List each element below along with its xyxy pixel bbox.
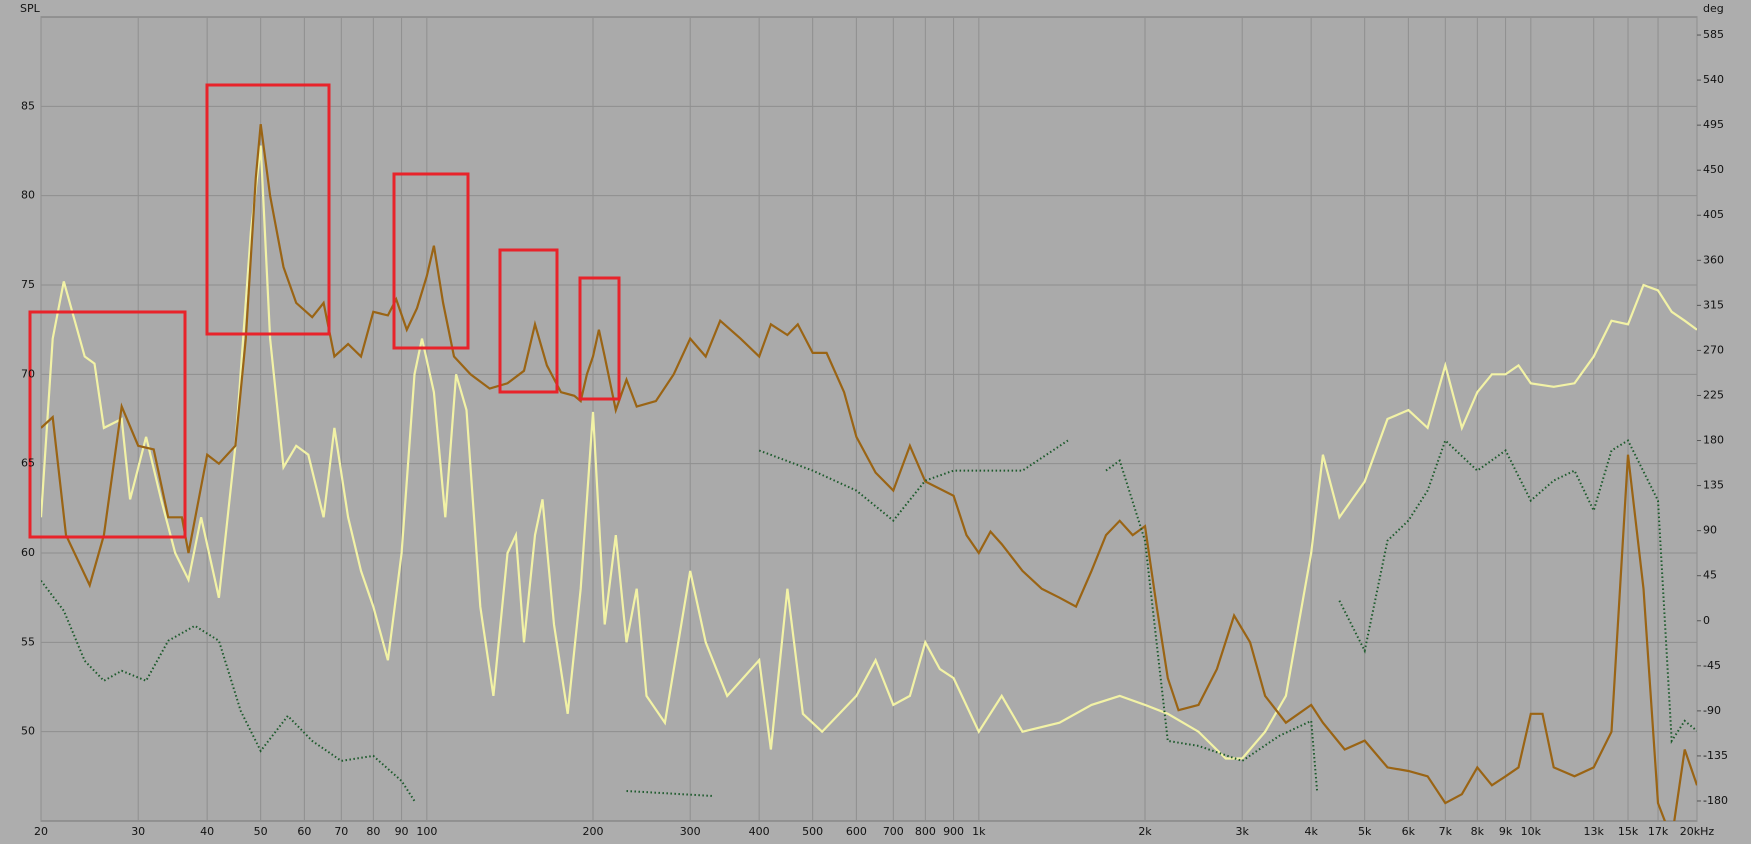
y2-tick-label: 90 xyxy=(1703,524,1717,537)
y2-tick-label: 360 xyxy=(1703,253,1724,266)
y-tick-label: 75 xyxy=(21,278,35,291)
x-tick-label: 800 xyxy=(915,825,936,838)
x-tick-label: 90 xyxy=(395,825,409,838)
y-tick-label: 65 xyxy=(21,457,35,470)
x-tick-label: 20 xyxy=(34,825,48,838)
y2-tick-label: 225 xyxy=(1703,388,1724,401)
y-tick-label: 55 xyxy=(21,635,35,648)
y2-tick-label: 135 xyxy=(1703,479,1724,492)
x-tick-label: 2k xyxy=(1138,825,1152,838)
x-tick-label: 15k xyxy=(1618,825,1639,838)
y-tick-label: 50 xyxy=(21,725,35,738)
x-tick-label: 30 xyxy=(131,825,145,838)
x-tick-label: 80 xyxy=(366,825,380,838)
x-tick-label: 20kHz xyxy=(1680,825,1715,838)
x-tick-label: 400 xyxy=(749,825,770,838)
x-tick-label: 40 xyxy=(200,825,214,838)
y2-tick-label: 45 xyxy=(1703,569,1717,582)
highlight-box xyxy=(205,83,331,336)
y2-axis-label: deg xyxy=(1703,2,1724,15)
x-tick-label: 100 xyxy=(416,825,437,838)
x-tick-label: 7k xyxy=(1439,825,1453,838)
y2-tick-label: 0 xyxy=(1703,614,1710,627)
x-tick-label: 700 xyxy=(883,825,904,838)
y2-tick-label: 270 xyxy=(1703,343,1724,356)
x-tick-label: 300 xyxy=(680,825,701,838)
y-tick-label: 85 xyxy=(21,99,35,112)
y-tick-label: 70 xyxy=(21,367,35,380)
y2-tick-label: 450 xyxy=(1703,163,1724,176)
x-tick-label: 4k xyxy=(1304,825,1318,838)
y-axis-label: SPL xyxy=(20,2,41,15)
y2-tick-label: -135 xyxy=(1703,749,1728,762)
y2-tick-label: 540 xyxy=(1703,73,1724,86)
highlight-box xyxy=(392,172,470,350)
x-tick-label: 9k xyxy=(1499,825,1513,838)
x-tick-label: 17k xyxy=(1648,825,1669,838)
x-tick-label: 8k xyxy=(1471,825,1485,838)
plot-area xyxy=(40,16,1698,822)
grid xyxy=(40,17,1698,821)
curve xyxy=(41,145,1697,760)
highlight-box xyxy=(578,276,621,401)
y-tick-label: 60 xyxy=(21,546,35,559)
y2-tick-label: -45 xyxy=(1703,659,1721,672)
highlight-box xyxy=(498,248,559,394)
x-tick-label: 70 xyxy=(334,825,348,838)
x-tick-label: 200 xyxy=(583,825,604,838)
x-tick-label: 900 xyxy=(943,825,964,838)
y2-tick-label: -90 xyxy=(1703,704,1721,717)
y-tick-label: 80 xyxy=(21,189,35,202)
y2-tick-label: 315 xyxy=(1703,298,1724,311)
curves xyxy=(41,124,1697,821)
x-tick-label: 3k xyxy=(1236,825,1250,838)
x-tick-label: 6k xyxy=(1402,825,1416,838)
y2-tick-label: 180 xyxy=(1703,434,1724,447)
x-tick-label: 13k xyxy=(1584,825,1605,838)
x-tick-label: 1k xyxy=(972,825,986,838)
x-tick-label: 60 xyxy=(297,825,311,838)
y2-tick-label: 585 xyxy=(1703,28,1724,41)
y2-tick-label: -180 xyxy=(1703,794,1728,807)
x-tick-label: 10k xyxy=(1521,825,1542,838)
y2-tick-label: 405 xyxy=(1703,208,1724,221)
y2-tick-label: 495 xyxy=(1703,118,1724,131)
x-tick-label: 50 xyxy=(254,825,268,838)
x-tick-label: 500 xyxy=(802,825,823,838)
x-tick-label: 5k xyxy=(1358,825,1372,838)
curve xyxy=(41,124,1697,821)
x-tick-label: 600 xyxy=(846,825,867,838)
highlight-box xyxy=(28,310,187,539)
